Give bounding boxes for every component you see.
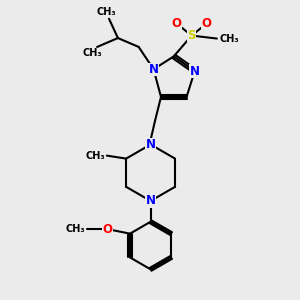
Text: N: N bbox=[148, 63, 159, 76]
Text: CH₃: CH₃ bbox=[220, 34, 239, 44]
Text: O: O bbox=[172, 17, 182, 30]
Text: N: N bbox=[146, 194, 156, 208]
Text: CH₃: CH₃ bbox=[86, 151, 105, 160]
Text: N: N bbox=[146, 138, 156, 151]
Text: CH₃: CH₃ bbox=[96, 7, 116, 17]
Text: S: S bbox=[188, 29, 196, 42]
Text: O: O bbox=[202, 17, 212, 30]
Text: N: N bbox=[146, 138, 156, 151]
Text: CH₃: CH₃ bbox=[83, 48, 103, 59]
Text: CH₃: CH₃ bbox=[66, 224, 86, 234]
Text: N: N bbox=[190, 64, 200, 77]
Text: O: O bbox=[103, 223, 113, 236]
